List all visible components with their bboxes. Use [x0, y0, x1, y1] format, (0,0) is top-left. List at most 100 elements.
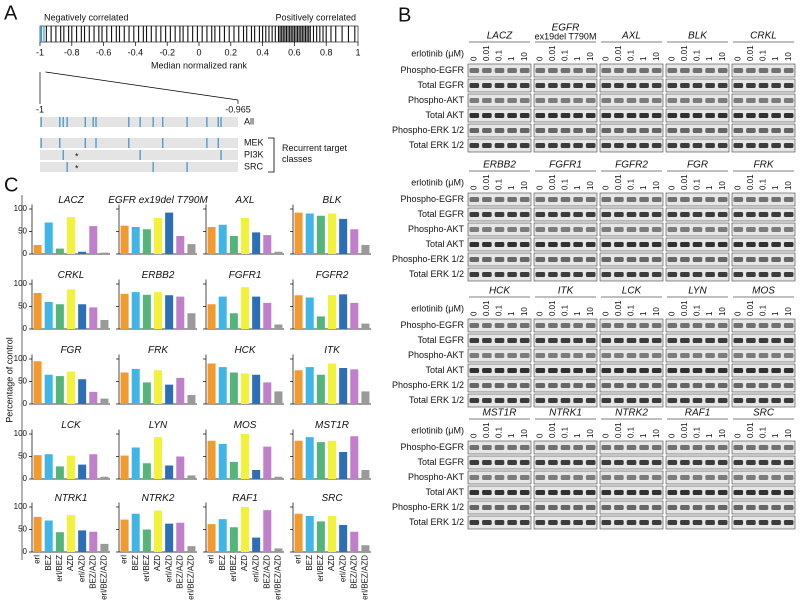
bar [218, 367, 227, 404]
x-tick-label: BEZ/AZD [175, 555, 184, 589]
dose-label: 0.01 [746, 45, 755, 61]
group-label: Recurrent target classes [282, 143, 348, 164]
blot-band [783, 83, 794, 88]
dose-label: 1 [573, 311, 582, 316]
blot-band [519, 383, 530, 388]
blot-band [692, 368, 703, 373]
blot-band [573, 68, 583, 73]
bar [252, 537, 261, 552]
dose-label: 10 [718, 181, 727, 190]
blot-row-label: Phospho-ERK 1/2 [392, 125, 464, 135]
x-tick-label: 1 [355, 47, 360, 57]
gene-label: MOS [752, 286, 775, 297]
blot-band [519, 98, 530, 103]
dose-label: 1 [771, 56, 780, 61]
x-tick-label: AZD [327, 555, 336, 571]
blot-band [548, 212, 558, 217]
x-tick-label: erl/BEZ/AZD [100, 555, 109, 600]
blot-band [573, 323, 583, 328]
blot-band [705, 257, 715, 262]
blot-band [560, 212, 571, 217]
blot-band [680, 323, 690, 328]
bar [316, 442, 325, 479]
blot-band [717, 128, 728, 133]
blot-band [560, 83, 571, 88]
blot-band [639, 475, 649, 480]
x-tick-label: -0.8 [64, 47, 80, 57]
blot-band [614, 368, 624, 373]
dose-label: 0 [469, 433, 478, 438]
bar [294, 295, 303, 329]
blot-band [482, 113, 492, 118]
blot-band [639, 113, 649, 118]
blot-band [494, 383, 505, 388]
dose-label: 1 [705, 311, 714, 316]
blot-band [667, 398, 678, 403]
bar [142, 382, 151, 404]
bar [44, 454, 53, 479]
blot-band [560, 398, 571, 403]
blot-band [535, 242, 546, 247]
x-tick-label: erl [207, 555, 216, 564]
bar [176, 296, 185, 329]
bar [100, 476, 109, 479]
blot-band [614, 505, 624, 510]
bar [89, 454, 98, 479]
blot-row-label: Phospho-EGFR [400, 320, 464, 330]
dose-label: 1 [639, 56, 648, 61]
blot-band [746, 113, 756, 118]
blot-band [507, 83, 517, 88]
dose-label: 1 [507, 185, 516, 190]
blot-band [507, 323, 517, 328]
blot-band [733, 128, 744, 133]
blot-band [548, 242, 558, 247]
blot-band [626, 212, 637, 217]
blot-band [733, 505, 744, 510]
blot-band [535, 227, 546, 232]
blot-band [639, 368, 649, 373]
blot-band [705, 323, 715, 328]
blot-band [601, 143, 612, 148]
bar [229, 527, 238, 552]
blot-band [601, 460, 612, 465]
x-tick-label: BEZ [131, 555, 140, 571]
y-tick-label: 0 [23, 399, 28, 408]
dose-label: 10 [718, 429, 727, 438]
dose-label: 0.01 [548, 45, 557, 61]
blot-band [585, 197, 596, 202]
blot-band [705, 338, 715, 343]
y-tick-label: 0 [23, 474, 28, 483]
dose-label: 10 [586, 429, 595, 438]
blot-row-label: Total EGFR [417, 457, 464, 467]
dose-axis-label: erlotinib (μM) [411, 177, 464, 187]
bar [274, 391, 283, 404]
dose-label: 0.1 [693, 426, 702, 438]
blot-band [507, 475, 517, 480]
dose-label: 0.01 [746, 174, 755, 190]
dose-label: 0.01 [482, 422, 491, 438]
blot-band [535, 113, 546, 118]
blot-band [705, 197, 715, 202]
x-tick-label: AZD [240, 555, 249, 571]
blot-band [639, 460, 649, 465]
x-tick-label: erl/BEZ [55, 555, 64, 582]
blot-band [482, 368, 492, 373]
dose-label: 10 [718, 307, 727, 316]
blot-band [560, 490, 571, 495]
blot-band [614, 83, 624, 88]
blot-band [717, 257, 728, 262]
x-tick-label: BEZ/AZD [262, 555, 271, 589]
x-tick-label: BEZ [44, 555, 53, 571]
target-row [40, 138, 238, 148]
blot-band [482, 505, 492, 510]
bar [274, 548, 283, 552]
bar [100, 252, 109, 254]
bar [89, 531, 98, 552]
blot-band [560, 353, 571, 358]
blot-band [601, 490, 612, 495]
gene-label: AXL [621, 31, 641, 42]
blot-band [667, 83, 678, 88]
blot-band [783, 368, 794, 373]
blot-band [585, 83, 596, 88]
blot-band [667, 338, 678, 343]
